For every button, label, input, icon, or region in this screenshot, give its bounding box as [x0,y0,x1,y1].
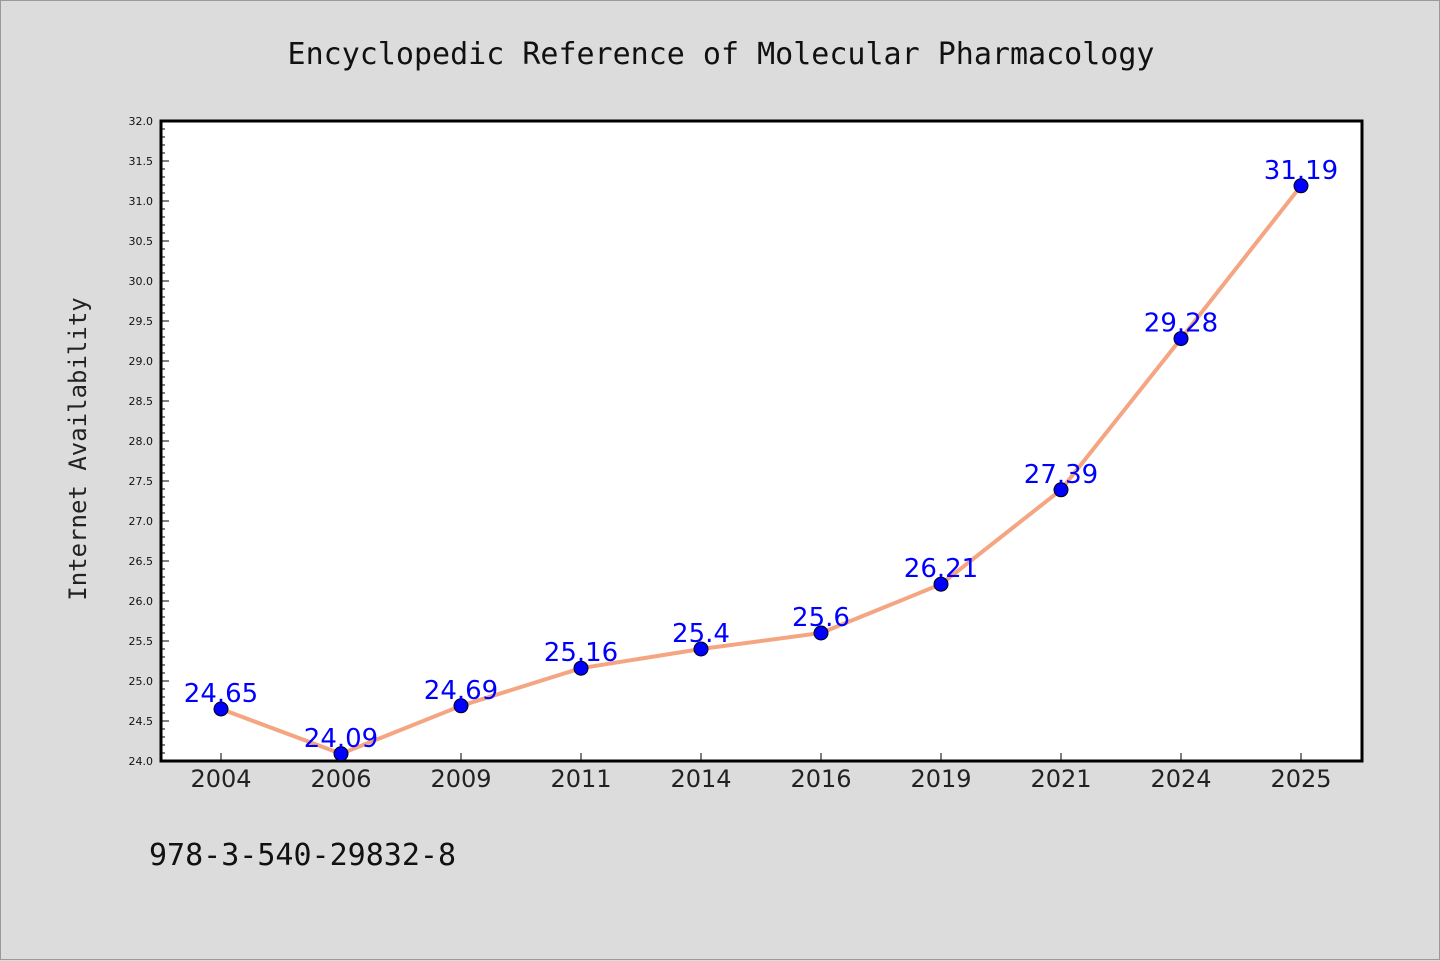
y-tick-label: 28.0 [129,435,154,448]
y-tick-label: 29.5 [129,315,154,328]
y-tick-label: 30.5 [129,235,154,248]
data-point [333,746,349,762]
data-point [813,625,829,641]
data-point [213,701,229,717]
y-tick-label: 29.0 [129,355,154,368]
x-tick-label: 2009 [430,765,491,793]
x-tick-label: 2021 [1030,765,1091,793]
y-tick-label: 27.0 [129,515,154,528]
data-point [573,660,589,676]
plot-area [159,119,1364,763]
y-tick-label: 26.5 [129,555,154,568]
x-axis: 2004 2006 2009 2011 2014 2016 2019 2021 2024 2025 [190,753,1332,793]
data-point [693,641,709,657]
series-line [219,183,1303,756]
data-label: 25.16 [544,638,618,668]
data-label: 27.39 [1024,460,1098,490]
y-tick-label: 32.0 [129,115,154,128]
x-tick-label: 2014 [670,765,731,793]
y-tick-label: 26.0 [129,595,154,608]
data-label: 26.21 [904,554,978,584]
x-tick-label: 2004 [190,765,251,793]
y-axis: 24.0 24.5 25.0 25.5 26.0 26.5 27.0 27.5 28.0 28.5… [129,115,169,768]
y-tick-label: 24.0 [129,755,154,768]
data-point [933,576,949,592]
data-label: 31.19 [1264,156,1338,186]
data-label: 29.28 [1144,309,1218,339]
x-tick-label: 2006 [310,765,371,793]
markers-layer [213,178,1309,762]
y-tick-label: 28.5 [129,395,154,408]
data-point [1173,331,1189,347]
y-tick-label: 27.5 [129,475,154,488]
chart-title: Encyclopedic Reference of Molecular Phar… [288,37,1155,72]
y-tick-label: 24.5 [129,715,154,728]
series-layer [219,183,1303,756]
y-tick-label: 25.0 [129,675,154,688]
data-label: 24.69 [424,676,498,706]
data-label: 24.65 [184,679,258,709]
data-point [453,698,469,714]
data-labels-layer: 24.65 24.09 24.69 25.16 25.4 25.6 26.21 27.39 29… [184,156,1338,754]
y-axis-label: Internet Availability [64,297,92,600]
y-tick-label: 31.5 [129,155,154,168]
y-tick-label: 31.0 [129,195,154,208]
x-tick-label: 2016 [790,765,851,793]
data-point [1293,178,1309,194]
data-label: 24.09 [304,724,378,754]
x-tick-label: 2019 [910,765,971,793]
isbn-footer: 978-3-540-29832-8 [149,838,456,873]
data-label: 25.4 [672,619,730,649]
x-tick-label: 2011 [550,765,611,793]
y-tick-label: 25.5 [129,635,154,648]
y-tick-label: 30.0 [129,275,154,288]
x-tick-label: 2024 [1150,765,1211,793]
data-label: 25.6 [792,603,850,633]
x-tick-label: 2025 [1270,765,1331,793]
data-point [1053,482,1069,498]
